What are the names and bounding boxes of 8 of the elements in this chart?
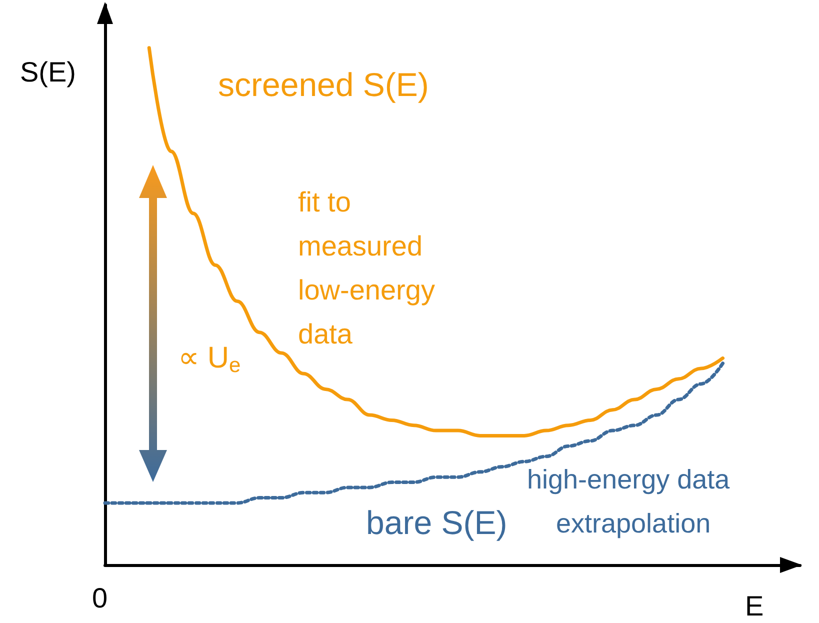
x-axis-title: E bbox=[745, 590, 764, 622]
annotation: fit to measured low-energy data bbox=[298, 186, 435, 350]
annotation: high-energy data bbox=[527, 464, 731, 494]
y-axis-title: S(E) bbox=[20, 56, 76, 88]
series-label: bare S(E) bbox=[366, 504, 508, 541]
text: 0 bbox=[92, 582, 108, 614]
series-label: screened S(E) bbox=[218, 66, 429, 103]
annotation: extrapolation bbox=[556, 508, 711, 538]
